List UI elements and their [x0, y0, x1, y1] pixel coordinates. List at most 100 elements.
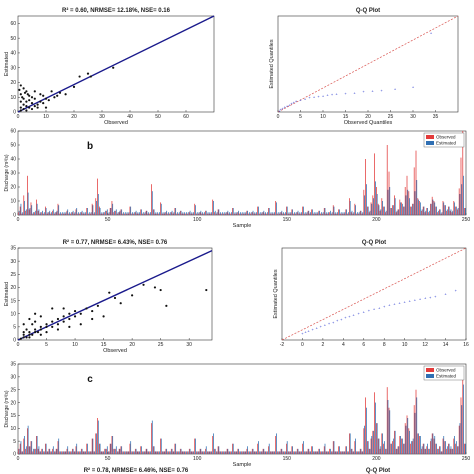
panel-b-bar-estimated	[355, 205, 356, 215]
panel-middle-left-data-point	[56, 328, 60, 331]
panel-c-bar-observed	[336, 451, 338, 454]
panel-b-bar-estimated	[132, 212, 133, 215]
panel-c-bar-estimated	[43, 451, 45, 454]
panel-b-bar-observed	[453, 201, 455, 215]
panel-b-bar-observed	[93, 213, 95, 215]
panel-b-bar-estimated	[20, 203, 22, 215]
panel-b-bar-estimated	[218, 209, 220, 215]
panel-b-ylabel: Discharge (m³/s)	[4, 154, 10, 191]
panel-c-bar-observed	[309, 451, 311, 454]
panel-b-bar-estimated	[119, 210, 121, 215]
panel-c-bar-observed	[93, 451, 95, 454]
panel-b-bar-estimated	[299, 212, 301, 215]
panel-b-bar-estimated	[209, 212, 211, 215]
panel-c-bar-estimated	[464, 443, 466, 454]
panel-b-bar-observed	[122, 213, 124, 215]
panel-c-bar-estimated	[135, 448, 137, 454]
panel-b-bar-observed	[66, 210, 68, 215]
panel-c-bar-observed	[278, 451, 280, 454]
panel-top-left-data-point	[36, 106, 39, 109]
panel-b-bar-observed	[100, 213, 102, 215]
panel-b-bar-estimated	[294, 212, 295, 215]
panel-top-right-data-point: +	[430, 30, 433, 35]
panel-b-bar-estimated	[198, 212, 200, 215]
panel-b-bar-observed	[35, 199, 37, 215]
panel-b-bar-estimated	[85, 212, 87, 215]
panel-c-bar-estimated	[285, 451, 286, 454]
panel-c-bar-observed	[415, 389, 417, 454]
panel-top-left-data-point	[50, 90, 53, 93]
panel-c-bar-observed	[197, 451, 199, 454]
panel-b-bar-observed	[403, 206, 404, 215]
panel-top-left-data-point	[19, 93, 22, 96]
panel-b-bar-estimated	[446, 209, 448, 215]
panel-c-bar-estimated	[299, 451, 301, 454]
panel-middle-left-ytick-label: 20	[10, 285, 16, 291]
panel-b-bar-observed	[264, 213, 266, 215]
panel-c-bar-observed	[158, 451, 160, 454]
panel-c-bar-estimated	[322, 451, 324, 454]
panel-c-bar-estimated	[373, 430, 374, 454]
panel-b-bar-observed	[104, 212, 106, 215]
panel-c-bar-observed	[55, 448, 57, 454]
panel-b-bar-estimated	[196, 212, 198, 215]
panel-c-bar-estimated	[214, 448, 216, 454]
panel-b-bar-estimated	[150, 212, 151, 215]
panel-middle-left-data-point	[113, 296, 117, 300]
panel-c-bar-observed	[334, 451, 336, 454]
panel-c-bar-estimated	[162, 451, 164, 454]
panel-c-bar-observed	[174, 443, 176, 454]
panel-c-bar-estimated	[97, 420, 99, 454]
panel-middle-left-xtick-label: 30	[186, 342, 192, 348]
panel-b-bar-observed	[338, 209, 340, 215]
panel-top-right-xtick-label: 0	[277, 114, 280, 120]
panel-b-bar-observed	[219, 213, 221, 215]
panel-b-bar-estimated	[378, 205, 380, 215]
panel-b-bar-observed	[307, 210, 309, 215]
panel-b-bar-estimated	[410, 206, 412, 215]
panel-b-bar-estimated	[69, 212, 70, 215]
panel-middle-left-data-point	[85, 307, 88, 310]
panel-c-bar-observed	[268, 446, 269, 454]
panel-middle-left-data-point	[22, 331, 25, 334]
panel-b-bar-observed	[352, 213, 354, 215]
panel-top-left-ytick-label: 40	[10, 51, 16, 57]
panel-top-right-xtick-label: 30	[410, 114, 416, 120]
panel-top-left-data-point	[33, 104, 36, 108]
panel-middle-right-data-point: +	[414, 297, 417, 302]
panel-b-bar-estimated	[52, 209, 54, 215]
panel-c-bar-observed	[140, 446, 142, 454]
panel-c-bar-observed	[84, 451, 86, 454]
panel-b-bar-observed	[291, 209, 293, 215]
panel-b-ytick-label: 60	[10, 129, 16, 135]
panel-b-bar-observed	[277, 213, 278, 215]
panel-top-right-xtick-label: 5	[299, 114, 302, 120]
panel-b-bar-estimated	[164, 212, 166, 215]
panel-b-bar-observed	[178, 213, 179, 215]
panel-middle-right-xtick-label: 0	[301, 342, 304, 348]
panel-c-bar-estimated	[133, 451, 135, 454]
panel-c-bar-observed	[35, 436, 37, 454]
panel-b-bar-observed	[244, 213, 246, 215]
panel-c-bar-estimated	[297, 448, 299, 454]
panel-b-bar-estimated	[178, 212, 180, 215]
panel-c-bar-estimated	[407, 418, 409, 454]
panel-c-bar-observed	[226, 448, 228, 454]
panel-c-bar-observed	[295, 451, 296, 454]
panel-b-bar-observed	[289, 213, 291, 215]
panel-c-bar-observed	[439, 446, 440, 454]
panel-b-bar-observed	[314, 213, 316, 215]
panel-c-bar-observed	[358, 451, 359, 454]
panel-middle-right-xtick-label: 4	[342, 342, 345, 348]
panel-b-legend-label: Observed	[436, 135, 456, 140]
panel-c-bar-estimated	[101, 451, 103, 454]
panel-b-bar-estimated	[274, 212, 275, 215]
panel-c-bar-observed	[37, 448, 39, 454]
panel-c-bar-estimated	[83, 451, 85, 454]
panel-c-bar-estimated	[25, 446, 27, 454]
panel-b-bar-observed	[156, 213, 158, 215]
panel-middle-left-ytick-label: 35	[10, 246, 16, 252]
panel-c-bar-estimated	[87, 443, 88, 454]
panel-c-bar-estimated	[177, 451, 178, 454]
